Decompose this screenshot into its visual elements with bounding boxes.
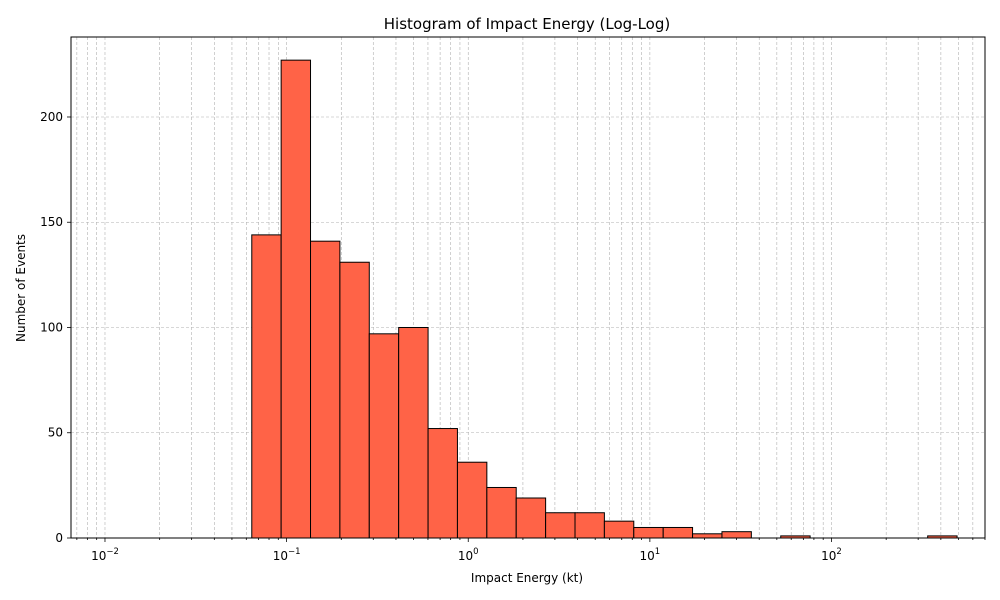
histogram-bar [310, 240, 341, 539]
x-tick-label: 10−1 [273, 547, 301, 563]
histogram-bar [339, 261, 370, 539]
histogram-bar [398, 326, 429, 539]
histogram-bar [427, 428, 458, 539]
histogram-bar [515, 497, 547, 539]
y-tick-label: 50 [48, 426, 63, 440]
y-tick-label: 200 [40, 110, 63, 124]
histogram-bar [486, 486, 517, 539]
x-tick-label: 102 [821, 547, 842, 563]
x-axis-label: Impact Energy (kt) [471, 571, 583, 585]
y-axis-label: Number of Events [14, 234, 28, 342]
histogram-bar [251, 234, 282, 539]
histogram-bar [456, 461, 488, 539]
y-tick-label: 0 [55, 531, 63, 545]
histogram-bar [603, 520, 635, 539]
x-tick-label: 10−2 [91, 547, 119, 563]
plot-frame [70, 36, 986, 539]
histogram-bar [545, 512, 576, 539]
histogram-bar [633, 526, 664, 539]
histogram-bar [662, 526, 694, 539]
histogram-bar [574, 512, 605, 539]
histogram-bar [721, 531, 752, 539]
y-tick-label: 150 [40, 215, 63, 229]
chart-title: Histogram of Impact Energy (Log-Log) [384, 15, 670, 33]
histogram-bar [368, 333, 400, 539]
ticks: 0 50 100 150 200 10−2 10−1 100 101 102 [40, 110, 986, 563]
bars [104, 59, 958, 539]
x-tick-label: 100 [458, 547, 479, 563]
histogram-bar [692, 533, 723, 539]
y-tick-label: 100 [40, 320, 63, 334]
x-tick-label: 101 [640, 547, 661, 563]
histogram-bar [280, 59, 312, 539]
